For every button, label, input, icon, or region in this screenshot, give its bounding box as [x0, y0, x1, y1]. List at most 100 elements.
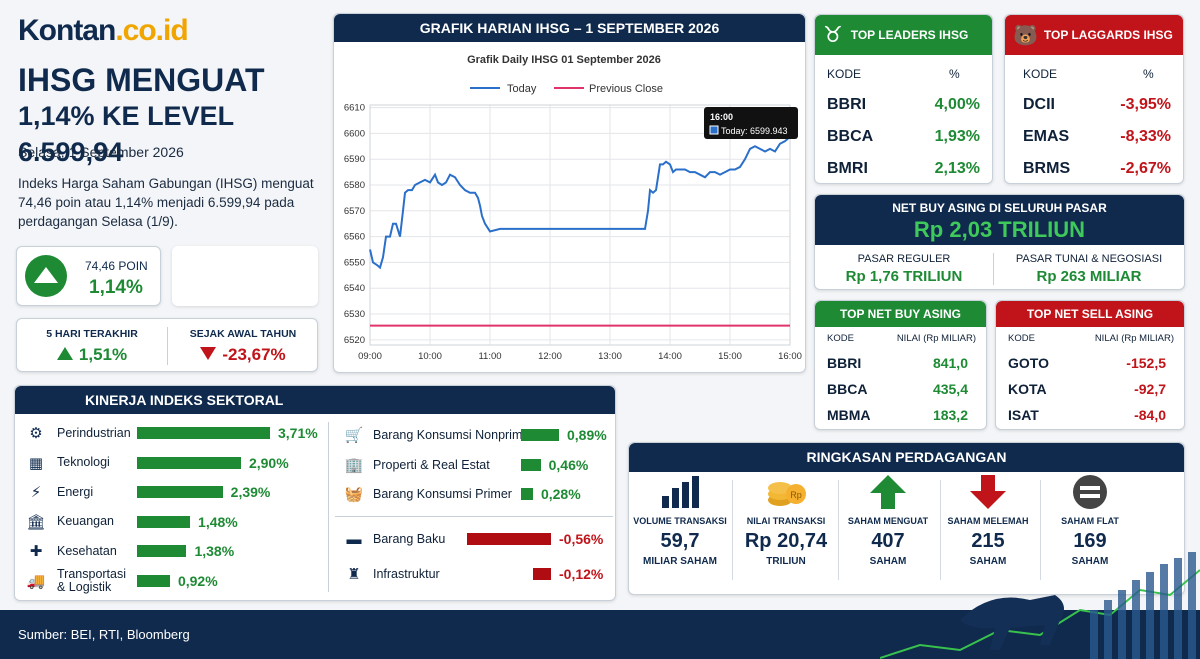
- top-sell-val: -152,5: [1126, 355, 1166, 371]
- laggards-row[interactable]: BRMS -2,67%: [1023, 155, 1171, 183]
- y-axis: 6520 6530 6540 6550 6560 6570 6580 6590 6600 6610: [344, 103, 365, 346]
- sector-name: Kesehatan: [57, 543, 117, 558]
- top-sell-code: GOTO: [1008, 355, 1049, 371]
- top-buy-code: MBMA: [827, 407, 871, 423]
- sector-bar: [521, 429, 559, 441]
- laggards-row[interactable]: DCII -3,95%: [1023, 91, 1171, 119]
- series-today-line: [369, 133, 791, 270]
- leaders-row[interactable]: BMRI 2,13%: [827, 155, 980, 183]
- sector-row[interactable]: 🏛 Keuangan: [25, 511, 114, 533]
- sector-name: Energi: [57, 484, 94, 499]
- sector-row[interactable]: 🏢 Properti & Real Estat: [343, 454, 490, 476]
- sector-bar: [137, 486, 223, 498]
- tooltip-swatch: [709, 125, 719, 135]
- five-day-value: 1,51%: [17, 345, 167, 365]
- sector-value: 2,90%: [248, 454, 289, 471]
- top-sell-row[interactable]: KOTA -92,7: [1008, 381, 1166, 397]
- leaders-pct: 1,93%: [934, 128, 980, 145]
- sector-name: Properti & Real Estat: [373, 457, 490, 472]
- summary-title: RINGKASAN PERDAGANGAN: [806, 449, 1007, 465]
- summary-value: 59,7: [660, 530, 700, 552]
- sector-value: 0,28%: [540, 486, 581, 502]
- summary-value: Rp 20,74: [744, 530, 828, 552]
- cart-icon: 🛒: [344, 427, 364, 444]
- top-buy-title: TOP NET BUY ASING: [815, 301, 986, 327]
- headline: IHSG MENGUAT 1,14% KE LEVEL 6.599,94: [18, 62, 328, 170]
- leaders-row[interactable]: BBRI 4,00%: [827, 91, 980, 119]
- top-sell-col-val: NILAI (Rp MILIAR): [1094, 333, 1174, 344]
- performance-card: 5 HARI TERAKHIR 1,51% SEJAK AWAL TAHUN -…: [16, 318, 318, 372]
- chip-icon: ▦: [28, 454, 44, 472]
- top-sell-row[interactable]: GOTO -152,5: [1008, 355, 1166, 371]
- summary-unit: SAHAM: [969, 556, 1007, 567]
- leaders-code: BBRI: [827, 96, 867, 113]
- x-tick-label: 10:00: [418, 351, 442, 362]
- sector-row[interactable]: ⚡ Energi: [25, 481, 93, 503]
- top-buy-row[interactable]: BBRI 841,0: [827, 355, 968, 371]
- legend-today: Today: [507, 83, 537, 95]
- y-tick-label: 6530: [344, 309, 365, 320]
- top-buy-val: 841,0: [932, 355, 968, 371]
- x-tick-label: 16:00: [778, 351, 802, 362]
- top-buy-row[interactable]: BBCA 435,4: [827, 381, 968, 397]
- brand-logo[interactable]: Kontan.co.id: [18, 14, 189, 48]
- top-sell-row[interactable]: ISAT -84,0: [1008, 407, 1166, 423]
- close-card: IHSG DITUTUP 6.599,94: [172, 246, 318, 306]
- sector-bar: [137, 545, 187, 557]
- summary-item: SAHAM MELEMAH 215 SAHAM: [938, 474, 1038, 567]
- y-tick-label: 6590: [344, 154, 365, 165]
- leaders-pct: 4,00%: [934, 96, 980, 113]
- ihsg-line-chart[interactable]: Grafik Daily IHSG 01 September 2026 Toda…: [334, 42, 805, 372]
- top-buy-row[interactable]: MBMA 183,2: [827, 407, 968, 423]
- ytd-number: -23,67%: [222, 345, 286, 364]
- sector-row[interactable]: 🛒 Barang Konsumsi Nonprimer: [343, 424, 534, 446]
- laggards-pct: -8,33%: [1120, 128, 1171, 145]
- netbuy-title: NET BUY ASING DI SELURUH PASAR: [892, 201, 1107, 215]
- sector-name: Barang Konsumsi Nonprimer: [373, 428, 534, 442]
- laggards-row[interactable]: EMAS -8,33%: [1023, 123, 1171, 151]
- footer: Sumber: BEI, RTI, Bloomberg: [0, 552, 1200, 659]
- regular-label: PASAR REGULER: [857, 253, 951, 265]
- y-tick-label: 6600: [344, 128, 365, 139]
- sector-row[interactable]: ✚ Kesehatan: [25, 540, 117, 562]
- laggards-title: TOP LAGGARDS IHSG: [1043, 28, 1173, 42]
- sector-name: Keuangan: [57, 514, 115, 528]
- x-tick-label: 14:00: [658, 351, 682, 362]
- sector-row[interactable]: 🧺 Barang Konsumsi Primer: [343, 483, 512, 505]
- top-buy-val: 183,2: [932, 407, 968, 423]
- change-card: 74,46 POIN 1,14%: [16, 246, 161, 306]
- y-tick-label: 6610: [344, 103, 365, 114]
- sector-row[interactable]: 🚚 Transportasi & Logistik: [25, 567, 126, 593]
- svg-text:Rp: Rp: [790, 490, 802, 500]
- gold-bars-icon: ▬: [346, 530, 362, 548]
- equals-icon: [1040, 474, 1140, 512]
- divider: [993, 253, 994, 285]
- top-buy-col-val: NILAI (Rp MILIAR): [896, 333, 976, 344]
- summary-value: 407: [871, 530, 905, 552]
- laggards-pct: -3,95%: [1120, 96, 1171, 113]
- summary-unit: SAHAM: [869, 556, 907, 567]
- sector-row[interactable]: ♜ Infrastruktur: [343, 563, 439, 585]
- sector-name: Perindustrian: [57, 425, 131, 440]
- change-points: 74,46 POIN: [85, 259, 148, 273]
- leaders-title: TOP LEADERS IHSG: [850, 28, 969, 42]
- chart-header: GRAFIK HARIAN IHSG – 1 SEPTEMBER 2026: [334, 14, 805, 42]
- leaders-card: ♉ TOP LEADERS IHSG KODE % BBRI 4,00% BBCA…: [814, 14, 993, 184]
- top-buy-code: BBRI: [827, 355, 862, 371]
- x-tick-label: 09:00: [358, 351, 382, 362]
- sector-row[interactable]: ⚙ Perindustrian: [25, 422, 131, 444]
- sector-row[interactable]: ▬ Barang Baku: [343, 528, 446, 550]
- sector-bar: [137, 427, 270, 439]
- basket-icon: 🧺: [344, 486, 364, 503]
- top-buy-val: 435,4: [932, 381, 968, 397]
- summary-label: VOLUME TRANSAKSI: [633, 516, 727, 526]
- leaders-row[interactable]: BBCA 1,93%: [827, 123, 980, 151]
- sector-row[interactable]: ▦ Teknologi: [25, 452, 110, 474]
- sector-bar: [137, 456, 241, 469]
- sector-card: KINERJA INDEKS SEKTORAL ⚙ Perindustrian 3,…: [14, 385, 616, 601]
- sector-value: 2,39%: [230, 484, 271, 500]
- chart-tooltip: 16:00 Today: 6599.943: [704, 107, 798, 139]
- summary-divider: [732, 480, 733, 580]
- ytd-value: -23,67%: [168, 345, 318, 365]
- top-buy-code: BBCA: [827, 381, 868, 397]
